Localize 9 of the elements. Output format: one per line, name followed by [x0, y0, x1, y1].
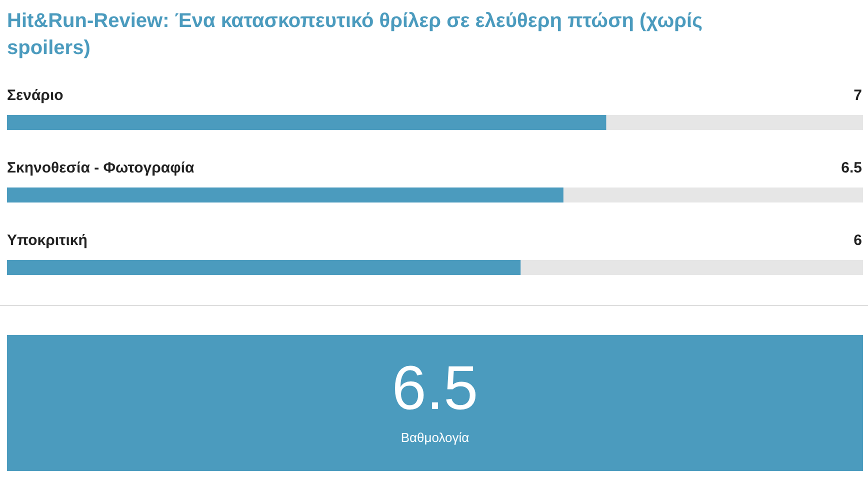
text: 6.5	[392, 354, 478, 423]
chart-title: Hit&Run-Review: Ένα κατασκοπευτικό θρίλερ σε ελεύθερη πτώση (χωρίς spoilers)	[7, 10, 703, 59]
data-label: 6	[854, 232, 862, 249]
y-tick-label: Σενάριο	[7, 87, 64, 104]
y-tick-label: Σκηνοθεσία - Φωτογραφία	[7, 160, 195, 176]
data-label: 7	[854, 87, 862, 104]
data-label: 6.5	[841, 160, 862, 176]
y-tick-label: Υποκριτική	[7, 232, 88, 249]
text: Βαθμολογία	[400, 430, 470, 445]
